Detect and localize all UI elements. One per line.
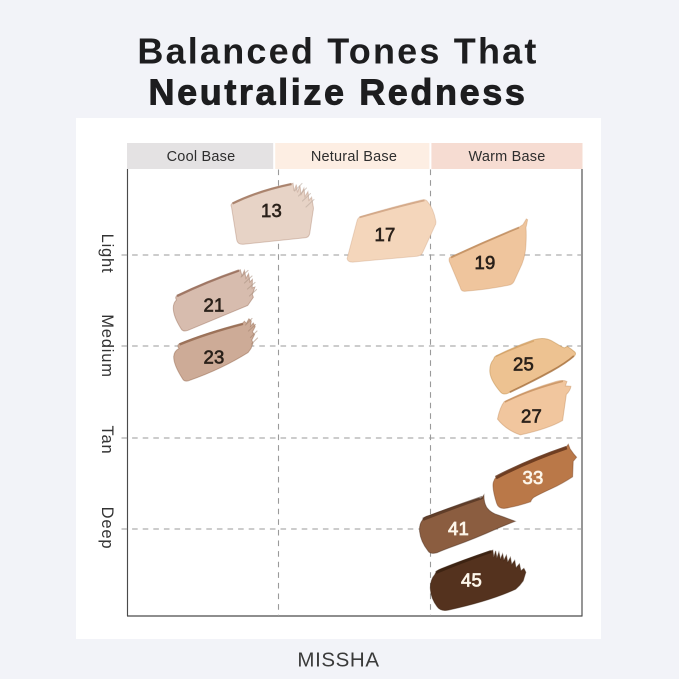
svg-text:45: 45 [461, 570, 482, 591]
svg-text:Cool Base: Cool Base [167, 149, 236, 165]
svg-text:21: 21 [204, 294, 225, 315]
svg-text:MISSHA: MISSHA [297, 649, 379, 672]
svg-text:25: 25 [513, 354, 534, 375]
svg-text:41: 41 [448, 518, 469, 539]
svg-text:Medium: Medium [98, 314, 116, 378]
svg-text:Warm Base: Warm Base [469, 149, 546, 165]
svg-text:33: 33 [523, 467, 544, 488]
svg-text:Neutralize Redness: Neutralize Redness [149, 72, 528, 113]
svg-text:Tan: Tan [98, 425, 116, 454]
svg-text:13: 13 [261, 200, 282, 221]
svg-text:27: 27 [521, 405, 542, 426]
svg-text:Deep: Deep [98, 507, 116, 550]
svg-text:Netural Base: Netural Base [311, 149, 397, 165]
svg-text:19: 19 [475, 252, 496, 273]
svg-text:17: 17 [375, 224, 396, 245]
svg-text:Light: Light [98, 234, 116, 274]
svg-text:Balanced Tones That: Balanced Tones That [137, 31, 538, 72]
svg-text:23: 23 [204, 347, 225, 368]
